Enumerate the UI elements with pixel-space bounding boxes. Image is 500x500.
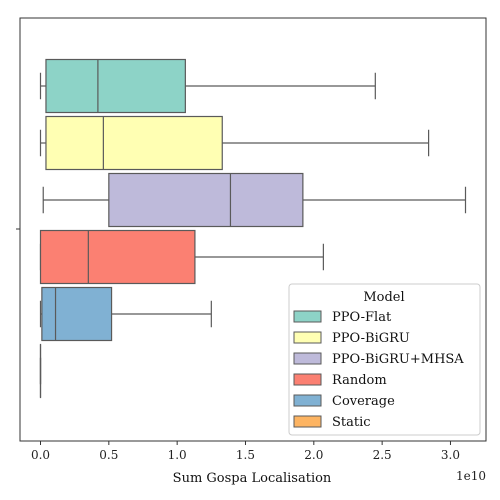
legend-label: Random	[332, 373, 387, 388]
box-iqr	[45, 58, 186, 114]
x-tick-label: 1.5	[236, 448, 255, 462]
legend-title: Model	[363, 290, 404, 305]
legend-item: PPO-Flat	[293, 310, 392, 325]
x-ticks-group: 0.0 0.5 1.0 1.5 2.0 2.5 3.0	[31, 441, 460, 462]
x-axis-label: Sum Gospa Localisation	[173, 471, 332, 486]
legend-swatch	[293, 310, 322, 323]
legend-label: Coverage	[332, 394, 395, 409]
legend-swatch	[293, 415, 322, 428]
x-tick-label: 0.5	[99, 448, 118, 462]
x-tick-label: 3.0	[441, 448, 460, 462]
legend-items: PPO-Flat PPO-BiGRU PPO-BiGRU+MHSA Random Cov…	[293, 310, 464, 430]
legend: Model PPO-Flat PPO-BiGRU PPO-BiGRU+MHSA Ran…	[288, 283, 481, 436]
box-coverage	[39, 286, 212, 342]
x-axis-offset-label: 1e10	[456, 469, 486, 483]
legend-label: Static	[332, 415, 371, 430]
legend-item: Static	[293, 415, 371, 430]
box-iqr	[39, 229, 196, 285]
legend-item: PPO-BiGRU	[293, 331, 410, 346]
legend-label: PPO-Flat	[332, 310, 392, 325]
x-tick-label: 0.0	[31, 448, 50, 462]
legend-label: PPO-BiGRU+MHSA	[332, 352, 464, 367]
legend-frame	[288, 283, 481, 436]
box-ppo-bigru	[39, 115, 430, 171]
legend-item: Random	[293, 373, 387, 388]
legend-item: Coverage	[293, 394, 395, 409]
legend-item: PPO-BiGRU+MHSA	[293, 352, 464, 367]
legend-swatch	[293, 331, 322, 344]
box-iqr	[41, 286, 113, 342]
legend-swatch	[293, 373, 322, 386]
box-iqr	[108, 172, 304, 228]
x-tick-label: 2.0	[304, 448, 323, 462]
legend-swatch	[293, 352, 322, 365]
box-iqr	[45, 115, 223, 171]
plot-area: 0.0 0.5 1.0 1.5 2.0 2.5 3.0	[16, 17, 487, 462]
box-ppo-flat	[39, 58, 376, 114]
x-tick-label: 1.0	[168, 448, 187, 462]
legend-label: PPO-BiGRU	[332, 331, 410, 346]
box-ppo-bigru-mhsa	[42, 172, 467, 228]
legend-swatch	[293, 394, 322, 407]
x-tick-label: 2.5	[373, 448, 392, 462]
boxes-group	[39, 58, 467, 399]
box-random	[39, 229, 324, 285]
